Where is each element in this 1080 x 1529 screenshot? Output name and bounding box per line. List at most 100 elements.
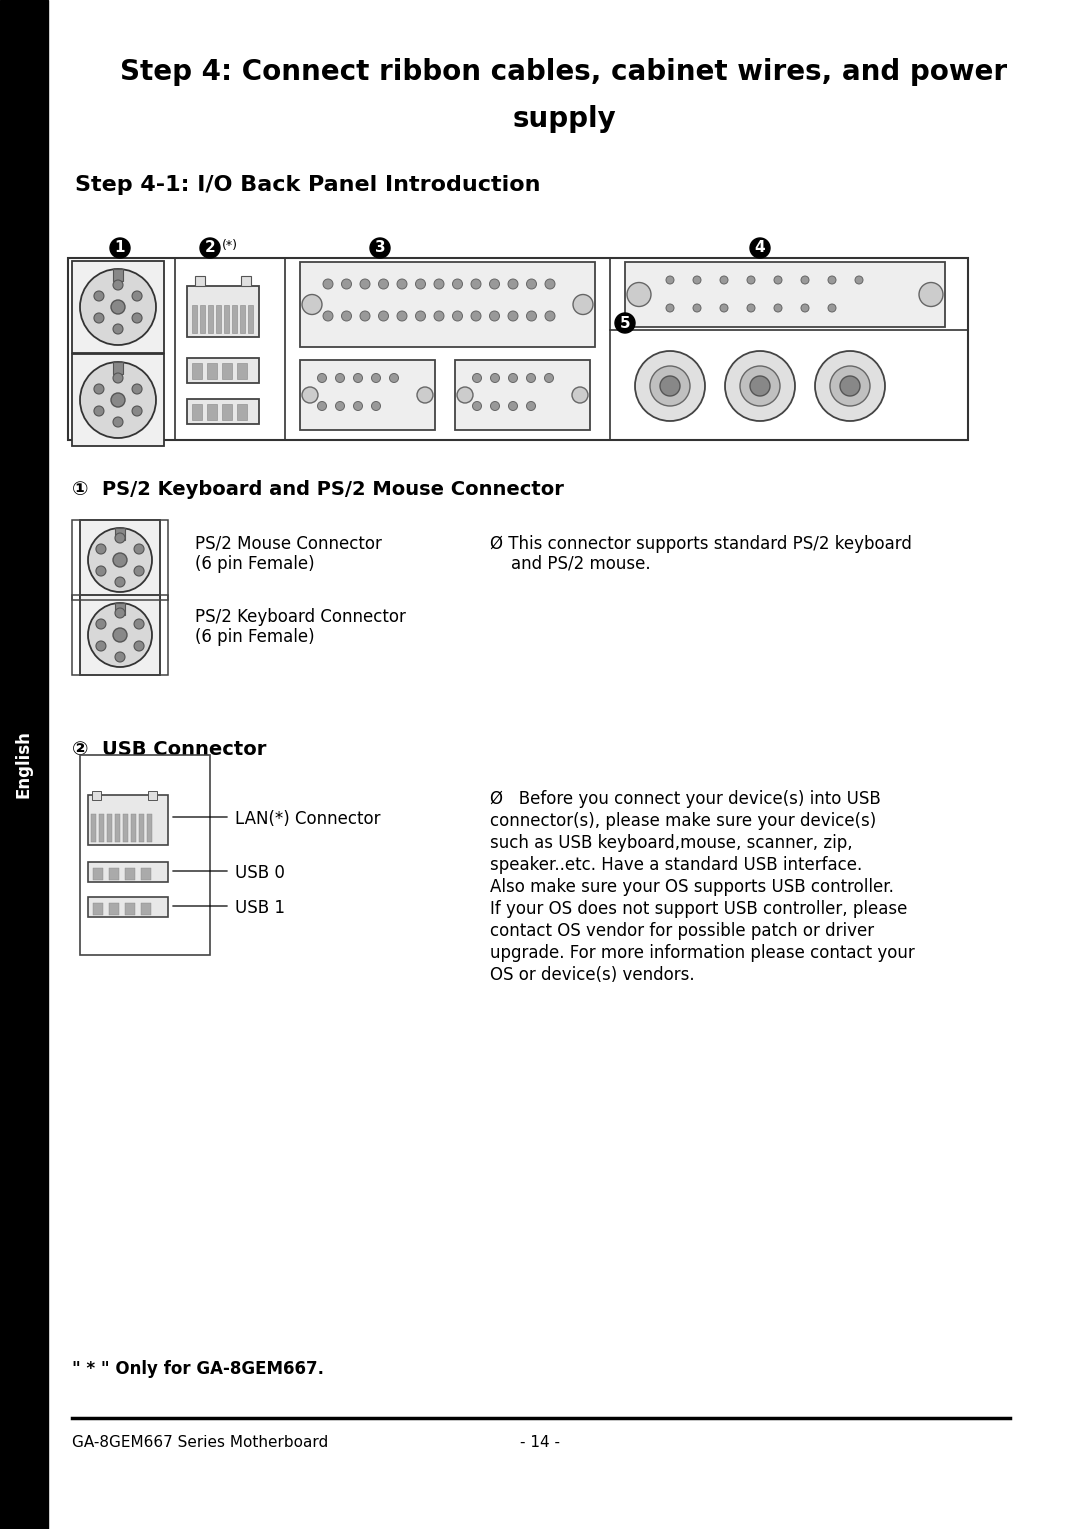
Circle shape	[302, 387, 318, 404]
Bar	[224, 304, 229, 333]
Circle shape	[660, 376, 680, 396]
Bar	[131, 813, 136, 842]
Circle shape	[471, 310, 481, 321]
Circle shape	[114, 534, 125, 543]
Circle shape	[87, 528, 152, 592]
Circle shape	[397, 310, 407, 321]
Circle shape	[96, 619, 106, 628]
Bar	[114, 528, 125, 540]
Circle shape	[96, 566, 106, 576]
Circle shape	[747, 277, 755, 284]
Circle shape	[113, 280, 123, 291]
Text: contact OS vendor for possible patch or driver: contact OS vendor for possible patch or …	[490, 922, 874, 940]
Text: ②  USB Connector: ② USB Connector	[72, 740, 267, 758]
Bar	[232, 304, 237, 333]
Circle shape	[134, 619, 144, 628]
Circle shape	[96, 641, 106, 651]
Circle shape	[302, 295, 322, 315]
Circle shape	[831, 365, 870, 407]
Bar	[241, 277, 251, 286]
Bar	[72, 520, 168, 599]
Text: Ø   Before you connect your device(s) into USB: Ø Before you connect your device(s) into…	[490, 790, 881, 807]
Circle shape	[489, 310, 499, 321]
Text: 4: 4	[755, 240, 766, 255]
Circle shape	[200, 239, 220, 258]
Circle shape	[113, 373, 123, 382]
Bar	[109, 868, 119, 881]
Text: Ø This connector supports standard PS/2 keyboard: Ø This connector supports standard PS/2 …	[490, 535, 912, 553]
Bar	[87, 795, 168, 846]
Bar	[208, 304, 213, 333]
Circle shape	[94, 407, 104, 416]
Circle shape	[372, 373, 380, 382]
Circle shape	[545, 310, 555, 321]
Circle shape	[360, 278, 370, 289]
Circle shape	[774, 277, 782, 284]
Circle shape	[132, 407, 143, 416]
Circle shape	[615, 313, 635, 333]
Circle shape	[720, 304, 728, 312]
Bar	[92, 790, 102, 800]
Bar	[237, 362, 247, 379]
Circle shape	[134, 566, 144, 576]
Circle shape	[110, 239, 130, 258]
Bar	[114, 813, 120, 842]
Text: If your OS does not support USB controller, please: If your OS does not support USB controll…	[490, 901, 907, 917]
Circle shape	[132, 313, 143, 323]
Circle shape	[113, 417, 123, 427]
Circle shape	[114, 609, 125, 618]
Circle shape	[353, 402, 363, 410]
Bar	[207, 362, 217, 379]
Circle shape	[544, 373, 554, 382]
Circle shape	[725, 352, 795, 420]
Circle shape	[650, 365, 690, 407]
Circle shape	[666, 277, 674, 284]
Circle shape	[527, 402, 536, 410]
Bar	[455, 359, 590, 430]
Circle shape	[801, 304, 809, 312]
Circle shape	[417, 387, 433, 404]
Bar	[80, 520, 160, 599]
Circle shape	[573, 295, 593, 315]
Circle shape	[341, 278, 351, 289]
Circle shape	[545, 278, 555, 289]
Circle shape	[740, 365, 780, 407]
Text: Also make sure your OS supports USB controller.: Also make sure your OS supports USB cont…	[490, 878, 894, 896]
Circle shape	[323, 310, 333, 321]
Circle shape	[336, 373, 345, 382]
Circle shape	[490, 373, 499, 382]
Text: Step 4-1: I/O Back Panel Introduction: Step 4-1: I/O Back Panel Introduction	[75, 174, 540, 196]
Circle shape	[113, 628, 127, 642]
Circle shape	[527, 310, 537, 321]
Bar	[72, 355, 164, 446]
Circle shape	[318, 402, 326, 410]
Bar	[125, 868, 135, 881]
Circle shape	[828, 304, 836, 312]
Bar	[93, 868, 103, 881]
Text: " * " Only for GA-8GEM667.: " * " Only for GA-8GEM667.	[72, 1359, 324, 1378]
Bar	[222, 362, 232, 379]
Bar	[200, 304, 205, 333]
Circle shape	[509, 402, 517, 410]
Circle shape	[132, 384, 143, 394]
Circle shape	[747, 304, 755, 312]
Circle shape	[390, 373, 399, 382]
Bar	[216, 304, 221, 333]
Bar	[93, 904, 103, 914]
Circle shape	[132, 291, 143, 301]
Circle shape	[96, 544, 106, 553]
Circle shape	[370, 239, 390, 258]
Bar	[195, 277, 205, 286]
Circle shape	[720, 277, 728, 284]
Circle shape	[627, 283, 651, 306]
Circle shape	[94, 313, 104, 323]
Bar	[240, 304, 245, 333]
Bar	[99, 813, 104, 842]
Circle shape	[750, 376, 770, 396]
Circle shape	[457, 387, 473, 404]
Circle shape	[336, 402, 345, 410]
Circle shape	[318, 373, 326, 382]
Circle shape	[508, 310, 518, 321]
Bar	[87, 898, 168, 917]
Circle shape	[693, 304, 701, 312]
